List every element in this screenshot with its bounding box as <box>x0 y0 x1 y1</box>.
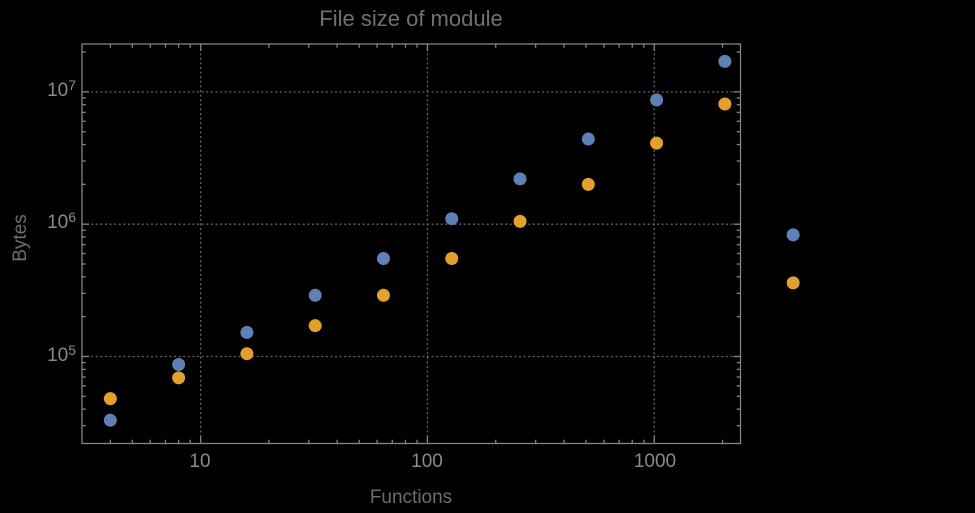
data-point <box>240 325 254 339</box>
y-tick-exponent: 5 <box>68 342 76 359</box>
y-tick-base: 10 <box>47 345 69 367</box>
chart-title: File size of module <box>319 6 503 31</box>
data-point <box>376 252 390 266</box>
data-point <box>103 392 117 406</box>
data-point <box>103 413 117 427</box>
blue-series-points <box>103 54 800 427</box>
orange-series-points <box>103 97 800 406</box>
y-tick-exponent: 6 <box>68 209 76 226</box>
x-tick-label-100: 100 <box>411 451 443 472</box>
y-tick-label-1e7: 107 <box>47 77 76 102</box>
data-point <box>308 319 322 333</box>
data-point <box>650 93 664 107</box>
data-point <box>786 276 800 290</box>
data-point <box>581 132 595 146</box>
data-point <box>172 371 186 385</box>
data-point <box>513 172 527 186</box>
data-point <box>581 177 595 191</box>
y-tick-exponent: 7 <box>68 77 76 94</box>
data-point <box>445 252 459 266</box>
data-point <box>376 288 390 302</box>
gridlines <box>82 44 741 444</box>
y-tick-base: 10 <box>47 212 69 234</box>
data-point <box>445 212 459 226</box>
y-tick-label-1e6: 106 <box>47 209 76 234</box>
y-tick-label-1e5: 105 <box>47 342 76 367</box>
y-axis-label: Bytes <box>10 214 31 262</box>
data-point <box>240 347 254 361</box>
data-point <box>308 288 322 302</box>
x-tick-label-1000: 1000 <box>633 451 677 472</box>
x-tick-label-10: 10 <box>189 451 211 472</box>
data-point <box>718 97 732 111</box>
x-axis-label: Functions <box>369 487 453 508</box>
data-point <box>650 136 664 150</box>
data-point <box>172 357 186 371</box>
data-point <box>786 228 800 242</box>
data-point <box>718 54 732 68</box>
y-tick-base: 10 <box>47 80 69 102</box>
data-point <box>513 214 527 228</box>
plot-frame <box>81 43 742 445</box>
